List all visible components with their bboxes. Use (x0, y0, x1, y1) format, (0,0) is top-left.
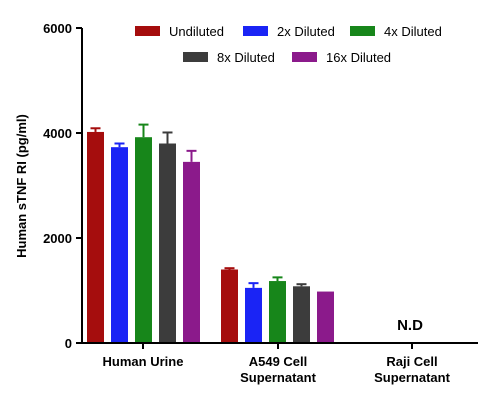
bar (135, 137, 152, 343)
legend-swatch (135, 26, 160, 36)
x-tick-label: A549 Cell (249, 354, 308, 369)
legend-label: Undiluted (169, 24, 224, 39)
y-tick-label: 0 (65, 336, 72, 351)
bar (245, 287, 262, 343)
legend-label: 2x Diluted (277, 24, 335, 39)
x-tick-label: Raji Cell (386, 354, 437, 369)
not-detected-label: N.D (397, 317, 423, 334)
legend-label: 4x Diluted (384, 24, 442, 39)
bar (293, 286, 310, 343)
legend-swatch (350, 26, 375, 36)
legend-swatch (183, 52, 208, 62)
y-axis-label: Human sTNF RI (pg/ml) (14, 114, 29, 258)
legend-swatch (243, 26, 268, 36)
x-tick-label: Human Urine (103, 354, 184, 369)
bar (317, 291, 334, 343)
bar (183, 161, 200, 343)
bar (111, 147, 128, 343)
plot-area (87, 123, 334, 343)
bar (221, 269, 238, 343)
bar (269, 281, 286, 343)
y-tick-label: 4000 (43, 126, 72, 141)
bar (159, 143, 176, 343)
y-tick-label: 2000 (43, 231, 72, 246)
legend-swatch (292, 52, 317, 62)
legend-label: 16x Diluted (326, 50, 391, 65)
y-tick-label: 6000 (43, 21, 72, 36)
x-tick-label: Supernatant (240, 370, 317, 385)
legend-label: 8x Diluted (217, 50, 275, 65)
x-tick-label: Supernatant (374, 370, 451, 385)
legend: Undiluted 2x Diluted 4x Diluted 8x Diluted 1… (135, 24, 442, 65)
bar (87, 131, 104, 343)
